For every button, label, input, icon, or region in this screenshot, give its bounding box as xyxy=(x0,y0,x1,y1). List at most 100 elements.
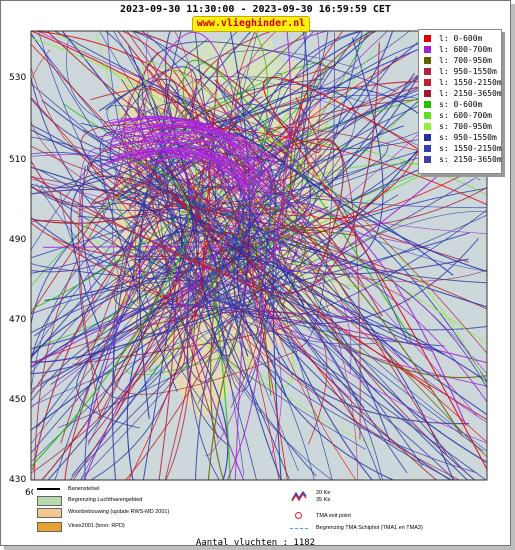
legend-swatch xyxy=(424,112,431,119)
legend-label: l: 0-600m xyxy=(439,34,483,43)
flight-track xyxy=(31,87,466,363)
flight-track xyxy=(231,31,313,277)
flight-track xyxy=(228,227,487,379)
legend-item: l: 0-600m xyxy=(419,33,501,44)
flight-track xyxy=(114,34,487,395)
flight-track xyxy=(47,134,263,480)
flight-track xyxy=(176,96,487,403)
flight-track xyxy=(234,31,277,334)
flight-track xyxy=(115,31,204,416)
legend-label: s: 700-950m xyxy=(439,122,492,131)
flight-track xyxy=(164,31,470,425)
flight-track xyxy=(31,87,461,189)
site-link[interactable]: www.vlieghinder.nl xyxy=(192,16,310,32)
flight-track xyxy=(31,217,391,442)
legend-label: l: 700-950m xyxy=(439,56,492,65)
legend-label: l: 1550-2150m xyxy=(439,78,502,87)
flight-track xyxy=(107,31,312,318)
flight-track xyxy=(210,202,464,480)
legend-swatch xyxy=(424,57,431,64)
legend-item: s: 2150-3650m xyxy=(419,154,502,165)
legend-swatch xyxy=(424,123,431,130)
noise-20ke-label: 20 Ke xyxy=(316,490,331,496)
flight-track xyxy=(233,168,282,480)
flight-track xyxy=(194,140,245,480)
flight-track xyxy=(64,163,383,480)
legend-label: s: 2150-3650m xyxy=(439,155,502,164)
boundary-swatch xyxy=(37,496,62,506)
flight-track xyxy=(114,31,263,480)
flight-track xyxy=(262,31,407,265)
flight-track xyxy=(143,131,270,185)
legend-label: s: 950-1550m xyxy=(439,133,497,142)
tma-boundary-label: Begrenzing TMA Schiphol (TMA1 en TMA3) xyxy=(316,525,423,531)
legend-swatch xyxy=(424,101,431,108)
housing-swatch xyxy=(37,508,62,518)
flight-track xyxy=(141,126,487,390)
noise-35ke-label: 35 Ke xyxy=(316,497,331,503)
legend-label: l: 950-1550m xyxy=(439,67,497,76)
flight-track xyxy=(137,125,274,178)
legend-swatch xyxy=(424,145,431,152)
flight-track-map[interactable] xyxy=(1,1,510,545)
legend-swatch xyxy=(424,35,431,42)
altitude-legend: l: 0-600m l: 600-700m l: 700-950m l: 950-15… xyxy=(418,29,502,174)
flight-track xyxy=(134,70,358,480)
flight-track xyxy=(274,31,445,273)
flight-track xyxy=(102,135,245,190)
flight-track xyxy=(106,104,475,480)
flight-track xyxy=(31,145,307,217)
legend-label: s: 600-700m xyxy=(439,111,492,120)
legend-item: s: 0-600m xyxy=(419,99,501,110)
x-tick-label: 60 xyxy=(25,488,37,498)
runway-swatch xyxy=(37,488,60,490)
flight-track xyxy=(111,118,258,168)
flight-track xyxy=(202,187,487,472)
flight-track xyxy=(139,142,268,198)
flight-track xyxy=(132,152,257,206)
tma-exit-label: TMA exit point xyxy=(316,513,351,519)
flight-track xyxy=(126,187,186,480)
flight-count: Aantal vluchten : 1182 xyxy=(195,538,316,548)
tma-boundary-icon xyxy=(290,528,308,529)
flight-track xyxy=(31,79,200,280)
legend-item: l: 700-950m xyxy=(419,55,501,66)
flight-track xyxy=(31,49,487,282)
vinex-swatch xyxy=(37,522,62,532)
flight-track xyxy=(113,94,487,386)
flight-track xyxy=(31,219,186,377)
legend-swatch xyxy=(424,90,431,97)
legend-item: s: 950-1550m xyxy=(419,132,501,143)
flight-track xyxy=(129,132,273,174)
y-tick-label: 430 xyxy=(9,475,27,485)
noise-contour-icon xyxy=(291,490,307,502)
flight-track xyxy=(145,148,437,480)
flight-track xyxy=(121,127,257,190)
y-tick-label: 470 xyxy=(9,315,27,325)
flight-track xyxy=(31,112,309,259)
flight-track xyxy=(31,157,190,468)
legend-swatch xyxy=(424,46,431,53)
flight-track xyxy=(189,66,487,300)
flight-track xyxy=(97,232,288,480)
legend-item: l: 600-700m xyxy=(419,44,501,55)
legend-swatch xyxy=(424,68,431,75)
flight-track xyxy=(135,117,264,167)
map-key: Banenstelsel Begrenzing Luchthavengebied… xyxy=(33,482,487,538)
flight-track xyxy=(31,127,293,350)
flight-track xyxy=(31,43,358,424)
flight-track xyxy=(191,31,469,263)
flight-track xyxy=(31,67,353,200)
y-tick-label: 530 xyxy=(9,73,27,83)
flight-track xyxy=(236,125,404,480)
flight-track xyxy=(60,164,198,480)
flight-track xyxy=(262,76,487,470)
flight-track xyxy=(31,138,344,293)
flight-track xyxy=(79,147,487,444)
flight-track xyxy=(31,144,389,211)
flight-track xyxy=(112,150,248,185)
flight-track xyxy=(224,132,487,306)
flight-track xyxy=(117,31,464,201)
flight-track xyxy=(31,136,462,469)
